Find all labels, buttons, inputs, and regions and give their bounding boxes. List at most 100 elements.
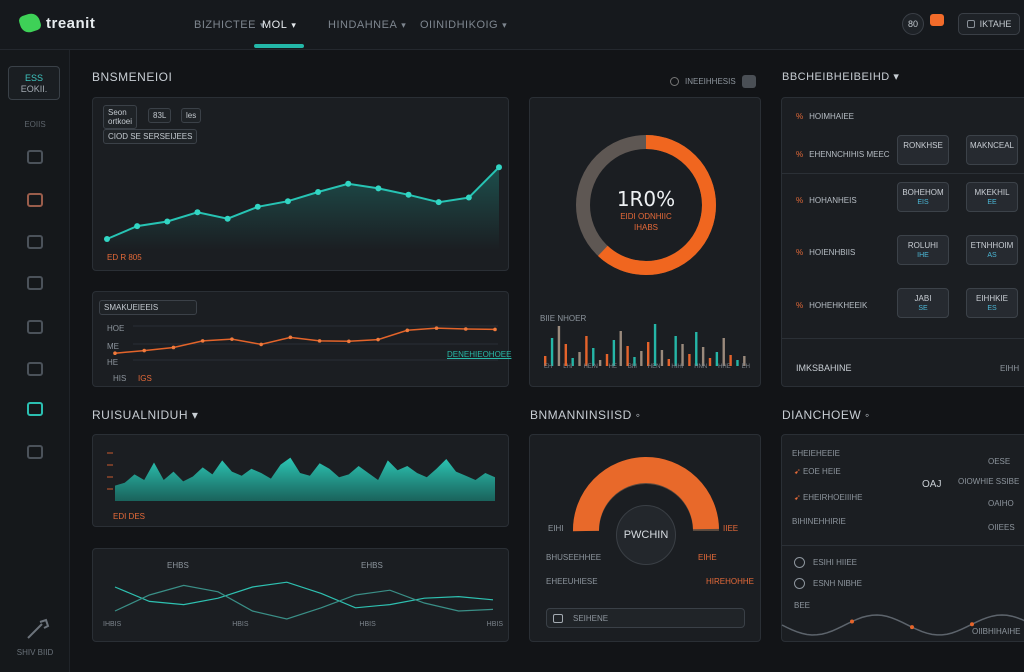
area-chart bbox=[107, 452, 495, 501]
donut-label: EIDI ODNHIIC bbox=[620, 212, 672, 221]
bar-tick-1: LHI bbox=[563, 364, 573, 370]
panel-row-0: % HOIMHAIEE bbox=[796, 112, 855, 121]
overview-title[interactable]: DIANCHOEW ◦ bbox=[782, 408, 870, 422]
gauge-tick-left: EIHI bbox=[548, 524, 564, 533]
donut-value: 1R0% bbox=[616, 187, 676, 211]
panel-footer-right: EIHH bbox=[1000, 364, 1020, 373]
box-icon[interactable] bbox=[27, 276, 43, 290]
wave-point-2 bbox=[970, 622, 974, 627]
gauge-footer-label: SEIHENE bbox=[573, 613, 609, 623]
chart-icon[interactable] bbox=[27, 402, 43, 416]
nav-item-1[interactable]: BIZHICTEE ▾ bbox=[194, 19, 265, 31]
trend-title: SMAKUEIEEIS bbox=[99, 300, 197, 315]
trend-point-4 bbox=[230, 337, 234, 341]
nav-item-2[interactable]: MOL ▾ bbox=[253, 0, 305, 50]
brand-logo[interactable]: treanit bbox=[17, 11, 95, 35]
wrench-icon[interactable] bbox=[26, 618, 50, 640]
overview-row-3: BIHINEHHIRIE bbox=[792, 517, 846, 526]
trend-series bbox=[114, 327, 496, 354]
wave-line bbox=[781, 614, 1024, 636]
line-chart-legend[interactable]: Seon ortkoei bbox=[103, 105, 138, 129]
divider bbox=[782, 545, 1024, 546]
section-title-secondary[interactable]: RUISUALNIDUH ▾ bbox=[92, 408, 199, 422]
gauge-footer-button[interactable]: SEIHENE bbox=[546, 608, 745, 628]
mini-bar-6 bbox=[585, 336, 588, 366]
line-chart-point-13 bbox=[496, 164, 502, 171]
dual-series-a bbox=[114, 581, 494, 609]
mini-bar-4 bbox=[571, 358, 574, 366]
overview-user-2[interactable]: ESNH NIBHE bbox=[794, 578, 862, 589]
donut-chart bbox=[576, 135, 716, 275]
dual-tick-2: HBIS bbox=[359, 621, 376, 628]
panel-row-2: % HOHANHEIS bbox=[796, 196, 857, 205]
nav-item-4[interactable]: OIINIDHIKOIG ▾ bbox=[420, 19, 508, 31]
wave-point-1 bbox=[910, 625, 914, 630]
leaf-icon bbox=[17, 11, 43, 35]
right-panel-title[interactable]: BBCHEIBHEIBEIHD ▾ bbox=[782, 71, 900, 83]
notification-icon[interactable] bbox=[930, 14, 944, 26]
gauge-title[interactable]: BNMANNINSIISD ◦ bbox=[530, 408, 641, 422]
panel-row-1: % EHENNCHIHIS MEEC bbox=[796, 150, 890, 159]
filter-label: INEEIHHESIS bbox=[685, 77, 736, 86]
trend-legend[interactable]: DENEHIEOHOEE bbox=[447, 350, 512, 359]
bar-tick-6: HIHI bbox=[671, 364, 684, 370]
panel-row-3-button-b[interactable]: ETNHHOIM AS bbox=[966, 235, 1018, 265]
panel-row-1-button-a[interactable]: RONKHSE bbox=[897, 135, 949, 165]
panel-row-4-button-b[interactable]: EIHHKIE ES bbox=[966, 288, 1018, 318]
sidebar-footer: SHIV BIID bbox=[16, 648, 54, 657]
bars-label: BIIE NHOER bbox=[540, 314, 587, 323]
top-bar: treanit BIZHICTEE ▾ MOL ▾ HINDAHNEA ▾ OIINI… bbox=[0, 0, 1024, 50]
panel-row-2-button-a[interactable]: BOHEHOM EIS bbox=[897, 182, 949, 212]
overview-wave-chart bbox=[781, 614, 1024, 636]
overview-row-1: ➹ EOE HEIE bbox=[794, 467, 841, 476]
mini-bar-27 bbox=[729, 355, 732, 366]
bar-tick-4: BIII bbox=[627, 364, 637, 370]
account-label: IKTAHE bbox=[979, 19, 1012, 29]
list-icon[interactable] bbox=[27, 320, 43, 334]
nav-item-3[interactable]: HINDAHNEA ▾ bbox=[328, 19, 407, 31]
overview-user-1[interactable]: ESIHI HIIEE bbox=[794, 557, 857, 568]
dashboard-icon[interactable] bbox=[27, 150, 43, 164]
overview-row-3-value: OIIEES bbox=[988, 523, 1015, 532]
area-footnote: EDI DES bbox=[113, 512, 146, 521]
user-badge[interactable]: 80 bbox=[902, 13, 924, 35]
panel-row-2-button-b[interactable]: MKEKHIL EE bbox=[966, 182, 1018, 212]
gauge-chart bbox=[572, 457, 719, 532]
chevron-down-icon: ▾ bbox=[291, 19, 297, 30]
line-chart-footnote: ED R 805 bbox=[107, 253, 142, 262]
line-chart-point-11 bbox=[435, 199, 442, 206]
mini-bar-17 bbox=[660, 350, 664, 366]
tag-2[interactable]: les bbox=[181, 108, 202, 123]
panel-row-4-button-a[interactable]: JABI SE bbox=[897, 288, 949, 318]
line-chart-card: Seon ortkoei 83L les CIOD SE SERSEIJEES … bbox=[92, 97, 509, 271]
filter-chip[interactable]: CIOD SE SERSEIJEES bbox=[103, 129, 198, 144]
mini-bar-28 bbox=[736, 360, 739, 366]
trend-point-2 bbox=[171, 345, 176, 350]
overview-row-2-value: OAIHO bbox=[988, 499, 1014, 508]
gauge-tick-right: IIEE bbox=[723, 524, 739, 533]
tag-1[interactable]: 83L bbox=[148, 108, 172, 123]
line-chart-point-5 bbox=[254, 203, 261, 210]
mini-bar-29 bbox=[743, 356, 746, 366]
line-chart-point-6 bbox=[284, 198, 291, 205]
mini-bar-19 bbox=[674, 336, 677, 366]
folder-icon[interactable] bbox=[27, 235, 43, 249]
overview-row-2: ➹ EHEIRHOEIIIHE bbox=[794, 493, 863, 502]
settings-icon[interactable] bbox=[27, 445, 43, 459]
line-chart bbox=[104, 164, 502, 250]
gauge-row-1-left: EHEEUHIESE bbox=[546, 577, 598, 586]
panel-row-3: % HOIENHBIIS bbox=[796, 248, 856, 257]
dual-tick-3: HBIS bbox=[486, 621, 503, 628]
trend-point-1 bbox=[142, 348, 147, 353]
users-icon[interactable] bbox=[27, 362, 43, 376]
sidebar-selected-item[interactable]: ESS EOKII. bbox=[8, 66, 60, 100]
panel-row-3-button-a[interactable]: ROLUHI IHE bbox=[897, 235, 949, 265]
account-button[interactable]: IKTAHE bbox=[958, 13, 1020, 35]
filter-control[interactable]: INEEIHHESIS bbox=[670, 75, 756, 88]
panel-row-1-button-b[interactable]: MAKNCEAL bbox=[966, 135, 1018, 165]
trend-point-11 bbox=[434, 326, 439, 330]
grid-icon[interactable] bbox=[27, 193, 43, 207]
trend-footnote-1: HIS bbox=[113, 374, 127, 383]
mini-bar-12 bbox=[626, 346, 629, 366]
mini-bar-chart bbox=[544, 324, 746, 366]
